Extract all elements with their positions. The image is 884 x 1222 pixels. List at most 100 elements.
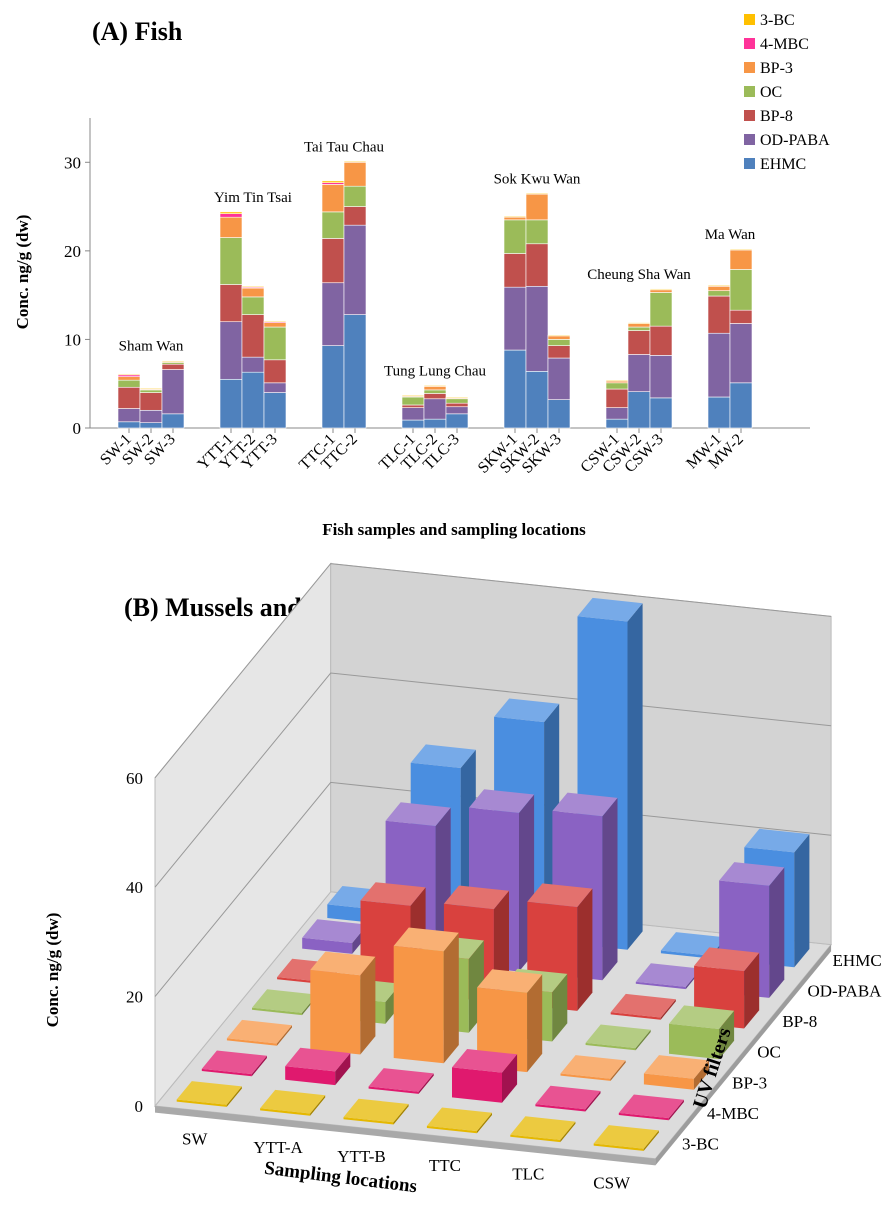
bar-top (260, 1089, 326, 1114)
series-label: EHMC (833, 951, 882, 970)
bar-3d (343, 1098, 409, 1125)
bar-front (452, 1067, 502, 1103)
bar-3d (593, 1125, 659, 1151)
panel-b-y-tick-label: 40 (126, 878, 143, 897)
bar-top (585, 1024, 651, 1049)
bar-front (510, 1134, 561, 1143)
bar-segment (525, 285, 549, 372)
bar-3d (201, 1050, 267, 1077)
panel-a-y-tick-label: 30 (64, 153, 81, 172)
bar-segment (423, 398, 447, 420)
bar-segment (649, 292, 673, 327)
bar-segment (343, 224, 367, 315)
bar-3d (310, 951, 376, 1055)
bar-top (310, 951, 376, 976)
panel-a-title: (A) Fish (92, 17, 183, 46)
bar-top (343, 1098, 409, 1123)
legend-swatch (744, 14, 755, 25)
bar-segment (627, 354, 651, 392)
bar-segment (321, 345, 345, 429)
bar-segment (219, 213, 243, 218)
bar-segment (117, 386, 141, 409)
bar-segment (219, 216, 243, 238)
bar-segment (547, 399, 571, 429)
category-label: YTT-A (253, 1138, 303, 1157)
bar-front (643, 1073, 694, 1090)
panel-b-y-tick-label: 0 (135, 1097, 144, 1116)
bar-front (426, 1125, 477, 1134)
bar-segment (627, 391, 651, 429)
bar-segment (605, 388, 629, 408)
bar-3d (252, 989, 318, 1016)
legend-label: 4-MBC (760, 36, 809, 53)
bar-front (252, 1007, 302, 1016)
bar-side (744, 952, 760, 1029)
bar-top (452, 1049, 518, 1073)
bar-top (527, 883, 593, 907)
bar-front (560, 1073, 611, 1081)
bar-segment (161, 369, 185, 415)
bar-segment (321, 282, 345, 346)
bar-segment (241, 287, 265, 298)
bar-side (527, 974, 543, 1073)
legend-label: OD-PABA (760, 132, 830, 149)
bar-segment (445, 413, 469, 429)
bar-3d (452, 1049, 518, 1103)
bar-segment (627, 322, 651, 324)
bar-segment (263, 359, 287, 384)
series-label: BP-8 (782, 1012, 817, 1031)
bar-side (502, 1054, 518, 1103)
bar-segment (649, 288, 673, 291)
panel-b-y-tick-label: 60 (126, 769, 143, 788)
bar-segment (503, 216, 527, 218)
bar-top (201, 1050, 267, 1075)
legend-label: EHMC (760, 156, 806, 173)
bar-3d (426, 1107, 492, 1134)
bar-top (593, 1125, 659, 1149)
bar-side (610, 1060, 626, 1081)
bar-segment (343, 161, 367, 187)
bar-side (602, 797, 618, 981)
bar-top (694, 947, 760, 972)
bar-3d (635, 963, 701, 990)
bar-front (176, 1099, 227, 1107)
bar-segment (605, 382, 629, 390)
bar-3d (618, 1094, 684, 1121)
location-label: Ma Wan (705, 227, 756, 243)
location-label: Tung Lung Chau (384, 363, 486, 379)
bar-3d (176, 1081, 242, 1107)
bar-front (585, 1042, 636, 1051)
bar-segment (729, 309, 753, 324)
bar-segment (707, 332, 731, 398)
bar-side (668, 1099, 684, 1121)
panel-b-y-axis-label: Conc. ng/g (dw) (43, 913, 62, 1028)
bar-front (393, 945, 444, 1064)
bar-3d (285, 1047, 351, 1086)
bar-segment (503, 216, 527, 221)
bar-segment (445, 406, 469, 415)
bar-side (393, 1104, 409, 1125)
series-label: 3-BC (682, 1135, 719, 1154)
bar-segment (139, 422, 163, 429)
bar-segment (525, 243, 549, 287)
bar-segment (139, 409, 163, 423)
bar-top (469, 789, 535, 813)
bar-top (494, 698, 560, 723)
bar-3d (260, 1089, 326, 1116)
legend-swatch (744, 38, 755, 49)
panel-a-axes: 0 10 20 30 (64, 118, 810, 438)
bar-top (643, 1055, 709, 1079)
bar-side (794, 834, 810, 968)
panel-a-bars (117, 161, 753, 429)
bar-top (368, 1068, 434, 1092)
legend-label: OC (760, 84, 782, 101)
gridline (154, 563, 832, 779)
bar-front (302, 937, 353, 954)
bar-side (443, 932, 459, 1064)
bar-top (610, 993, 676, 1018)
bar-side (476, 1112, 492, 1134)
panel-a-y-tick-label: 10 (64, 330, 81, 349)
bar-segment (241, 285, 265, 288)
bar-side (635, 1029, 651, 1051)
